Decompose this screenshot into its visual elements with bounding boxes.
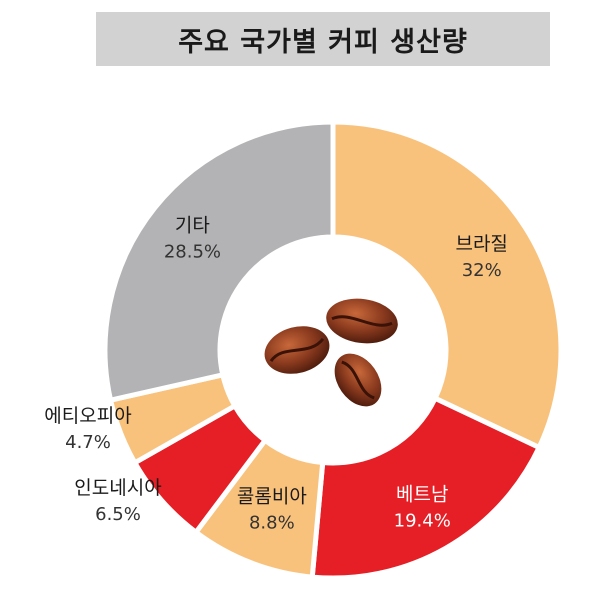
- slice-value-ethiopia: 4.7%: [65, 432, 111, 453]
- slice-label-vietnam: 베트남: [396, 483, 448, 505]
- slice-label-brazil: 브라질: [455, 233, 507, 255]
- slice-value-indonesia: 6.5%: [95, 504, 141, 525]
- slice-brazil: [330, 119, 564, 451]
- coffee-beans-icon: [264, 298, 398, 407]
- slice-value-vietnam: 19.4%: [394, 510, 451, 531]
- slice-vietnam: [309, 394, 543, 581]
- chart-title: 주요 국가별 커피 생산량: [178, 26, 468, 58]
- slice-value-brazil: 32%: [462, 260, 502, 281]
- slice-label-ethiopia: 에티오피아: [44, 405, 131, 427]
- slice-label-colombia: 콜롬비아: [237, 486, 307, 508]
- slice-label-indonesia: 인도네시아: [74, 477, 161, 499]
- slice-other: [102, 119, 336, 404]
- slice-value-other: 28.5%: [164, 242, 221, 263]
- chart-title-bar: 주요 국가별 커피 생산량: [96, 12, 550, 66]
- slice-value-colombia: 8.8%: [249, 513, 295, 534]
- slice-label-other: 기타: [175, 215, 210, 237]
